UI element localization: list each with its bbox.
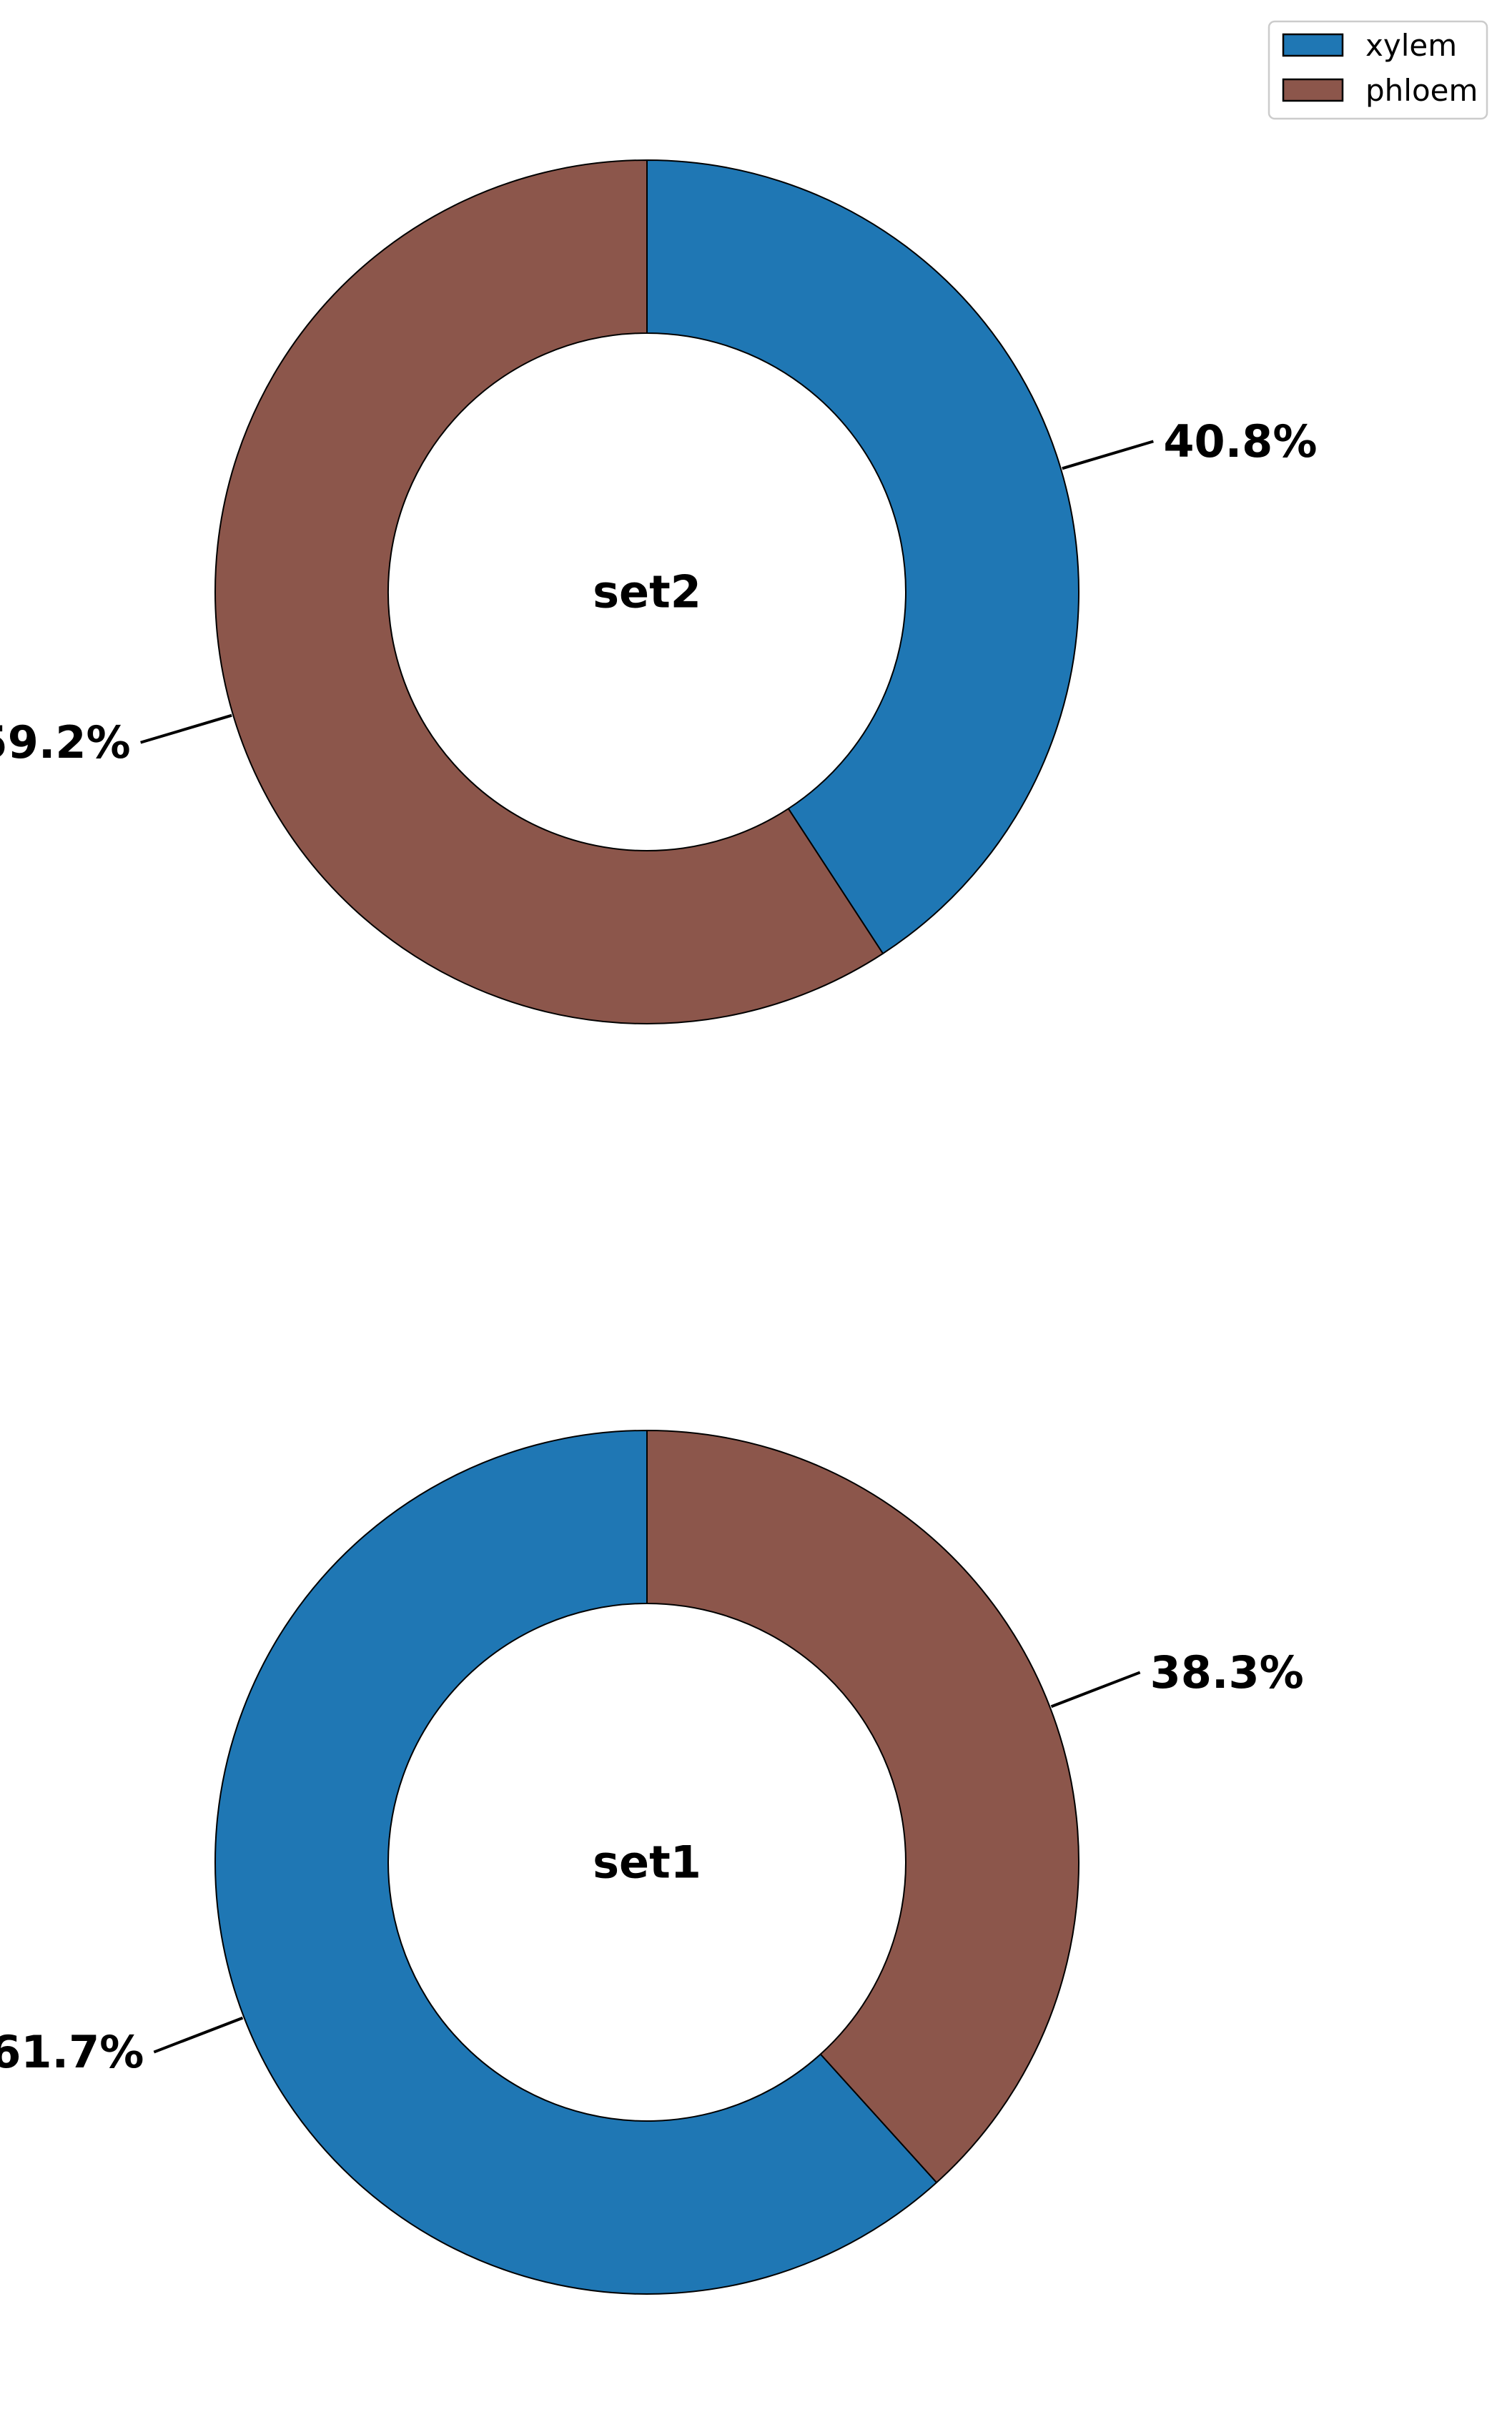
leader-line-set1-phloem xyxy=(1050,1671,1141,1709)
pct-label-set1-phloem: 38.3% xyxy=(1150,1646,1304,1699)
legend-swatch-xylem xyxy=(1282,33,1344,57)
legend-label-phloem: phloem xyxy=(1365,73,1478,108)
leader-line-set1-xylem xyxy=(153,2016,244,2054)
slice-set1-xylem xyxy=(214,1430,938,2295)
donut-set1: 61.7% 38.3% set1 xyxy=(0,1430,1304,2295)
donut-charts: 40.8% 59.2% set2 61.7% 38.3% set1 xyxy=(0,159,1317,2295)
slice-set1-phloem xyxy=(646,1430,1079,2184)
legend: xylem phloem xyxy=(1268,20,1488,120)
pct-label-set1-xylem: 61.7% xyxy=(0,2026,144,2078)
center-label-set1: set1 xyxy=(593,1837,701,1889)
slice-set2-phloem xyxy=(214,159,884,1024)
slice-set2-xylem xyxy=(646,159,1079,954)
legend-label-xylem: xylem xyxy=(1365,28,1457,63)
pct-label-set2-xylem: 40.8% xyxy=(1163,415,1317,468)
center-label-set2: set2 xyxy=(593,566,701,618)
legend-swatch-phloem xyxy=(1282,78,1344,102)
pct-label-set2-phloem: 59.2% xyxy=(0,716,131,768)
leader-line-set2-xylem xyxy=(1062,440,1154,470)
leader-line-set2-phloem xyxy=(140,713,232,744)
donut-set2: 40.8% 59.2% set2 xyxy=(0,159,1317,1024)
